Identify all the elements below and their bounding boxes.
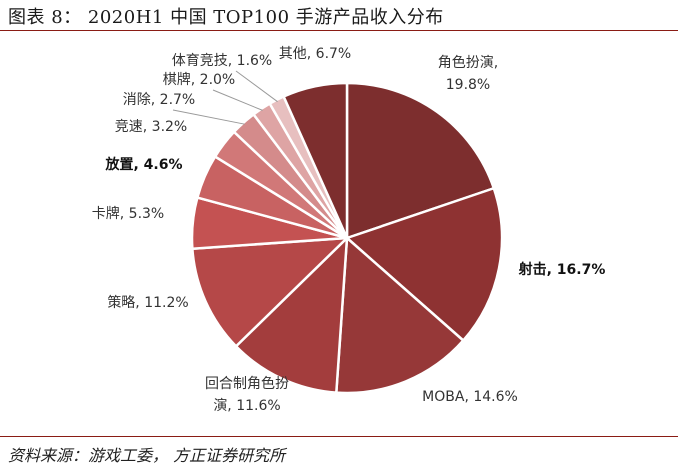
slice-label-5: 卡牌, 5.3%	[92, 205, 164, 222]
slice-label-0: 角色扮演, 19.8%	[438, 54, 498, 93]
leader-line-10	[235, 70, 278, 103]
slice-label-3: 回合制角色扮演, 11.6%	[205, 375, 289, 414]
pie-slice-11	[282, 81, 349, 240]
leader-lines	[172, 70, 278, 125]
pie-slice-0	[345, 81, 496, 240]
pie-slices	[190, 81, 504, 395]
slice-label-8: 消除, 2.7%	[123, 92, 195, 108]
slice-label-4: 策略, 11.2%	[107, 294, 188, 311]
slice-labels: 角色扮演, 19.8% 射击, 16.7% MOBA, 14.6% 回合制角色扮演, 1…	[92, 46, 606, 414]
slice-label-7: 竞速, 3.2%	[115, 118, 187, 135]
slice-label-1: 射击, 16.7%	[518, 261, 606, 278]
slice-label-9: 棋牌, 2.0%	[163, 71, 235, 88]
slice-label-2: MOBA, 14.6%	[422, 389, 518, 405]
pie-slice-4	[191, 236, 349, 348]
slice-label-10: 体育竞技, 1.6%	[172, 52, 272, 69]
title-rule	[0, 30, 678, 31]
pie-slice-1	[345, 187, 504, 342]
source-note: 资料来源：游戏工委， 方正证券研究所	[8, 446, 286, 465]
slice-label-11: 其他, 6.7%	[279, 46, 351, 62]
pie-slice-3	[234, 236, 349, 394]
leader-line-8	[172, 109, 245, 125]
source-rule	[0, 436, 678, 437]
pie-slice-2	[335, 236, 465, 395]
leader-line-9	[212, 89, 263, 111]
figure-title: 图表 8： 2020H1 中国 TOP100 手游产品收入分布	[8, 7, 444, 28]
slice-label-6: 放置, 4.6%	[104, 156, 182, 173]
